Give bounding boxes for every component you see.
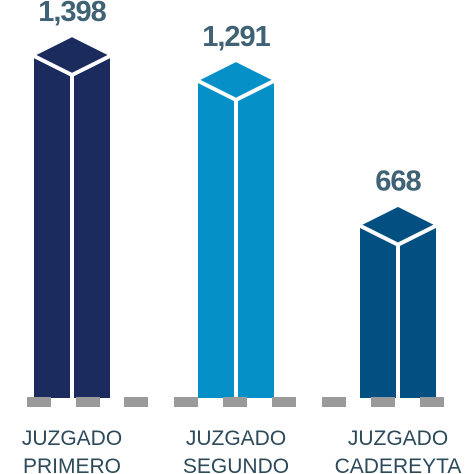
dash xyxy=(27,397,51,407)
dash xyxy=(371,397,395,407)
category-label: JUZGADO xyxy=(186,427,286,450)
dash xyxy=(420,397,444,407)
bar-edge xyxy=(31,53,113,400)
dash xyxy=(322,397,346,407)
category-label: CADEREYTA xyxy=(335,455,462,474)
category-label: SEGUNDO xyxy=(183,455,289,474)
baseline-dashes xyxy=(27,397,444,407)
bar-edge xyxy=(195,78,277,400)
bar-edge xyxy=(357,222,439,400)
dash xyxy=(174,397,198,407)
dash xyxy=(223,397,247,407)
category-label: JUZGADO xyxy=(348,427,448,450)
bar-group: 668 JUZGADO CADEREYTA xyxy=(335,166,462,474)
dash xyxy=(272,397,296,407)
value-label: 668 xyxy=(375,166,421,198)
bar-group: 1,398 JUZGADO PRIMERO xyxy=(22,0,122,474)
dash xyxy=(124,397,148,407)
value-label: 1,398 xyxy=(38,0,106,28)
category-label: JUZGADO xyxy=(22,427,122,450)
category-label: PRIMERO xyxy=(23,455,121,474)
value-label: 1,291 xyxy=(202,21,270,53)
dash xyxy=(76,397,100,407)
bar-group: 1,291 JUZGADO SEGUNDO xyxy=(183,21,289,474)
